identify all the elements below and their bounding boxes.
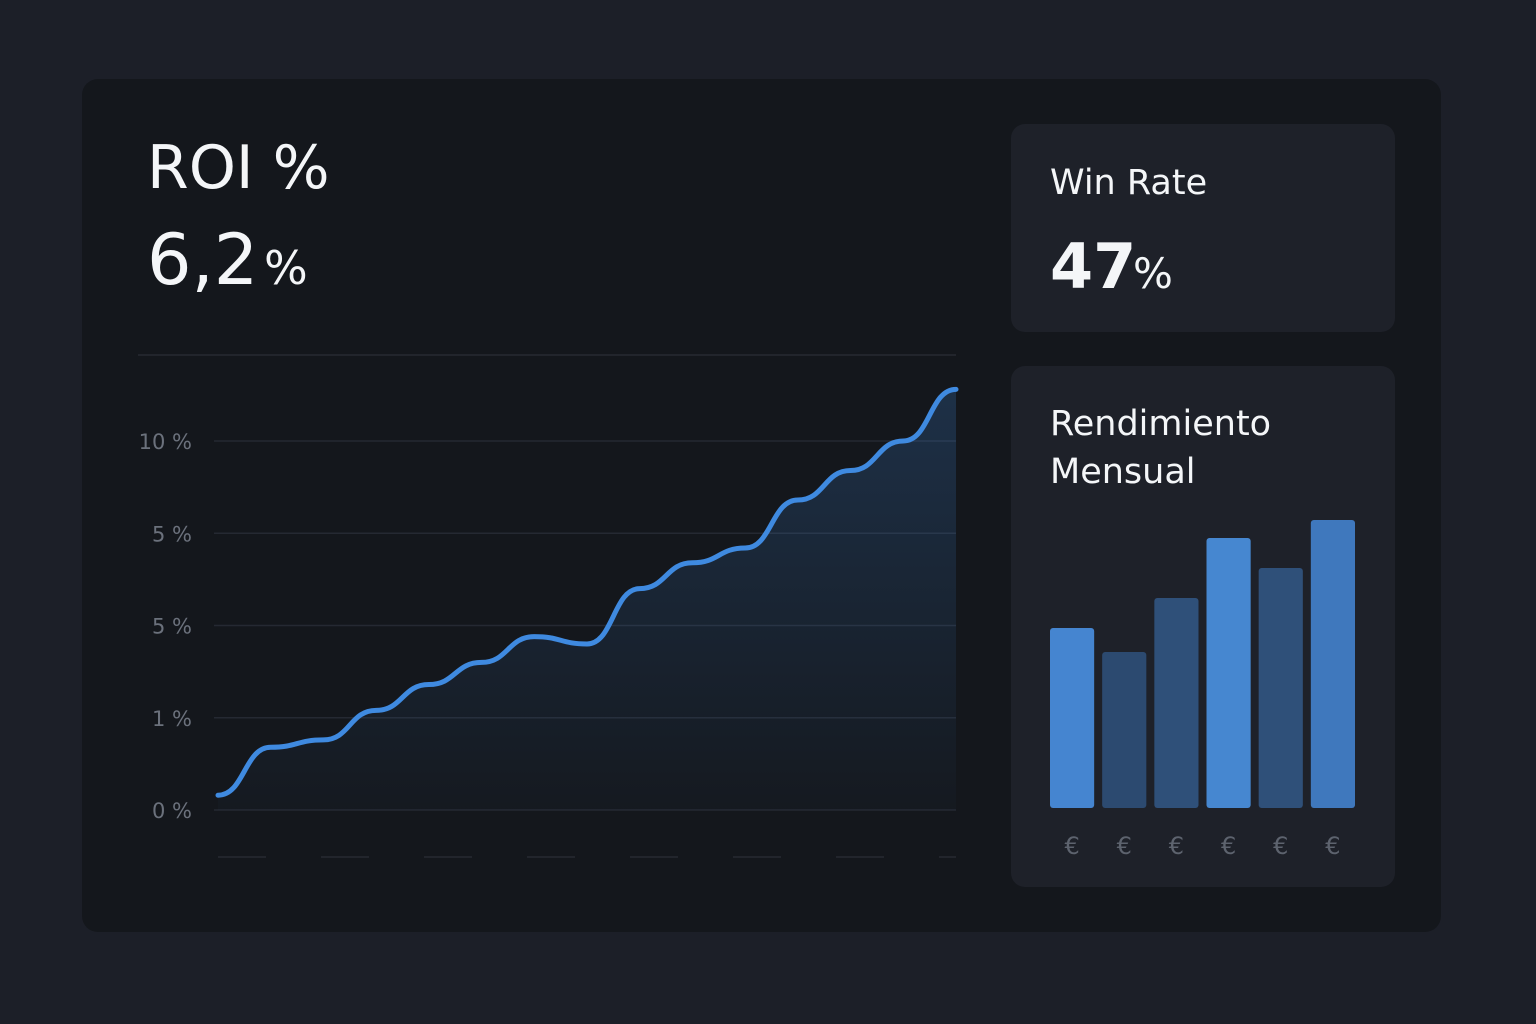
bar [1050,628,1095,808]
y-tick-label: 5 % [152,615,192,639]
bar [1310,520,1355,808]
x-tick-label: € [1325,832,1340,860]
x-tick-label: € [1169,832,1184,860]
bar [1258,568,1303,808]
win-rate-card [1011,124,1395,332]
line [215,386,959,798]
win-rate-value: 47 [1050,230,1136,303]
bar-chart-title: Rendimiento Mensual [1050,404,1271,492]
y-tick-label: 1 % [152,707,192,731]
title-line: Rendimiento [1050,404,1271,444]
roi-value: 6,2 [147,219,258,301]
x-tick-label: € [1221,832,1236,860]
x-tick-label: € [1273,832,1288,860]
title-line: Mensual [1050,452,1196,492]
roi-unit: % [264,241,308,295]
line-chart: 10 % 5 % 5 % 1 % 0 % [139,386,959,823]
x-tick-label: € [1064,832,1079,860]
win-rate-title: Win Rate [1050,163,1207,203]
line-area [218,389,956,810]
y-tick-label: 5 % [152,522,192,546]
bar-chart: Rendimiento Mensual € € € € € € [1050,404,1355,860]
bar [1102,652,1147,808]
x-tick-label: € [1117,832,1132,860]
y-tick-label: 0 % [152,799,192,823]
bar [1206,538,1251,808]
bar [1154,598,1199,808]
roi-title: ROI % [147,133,330,203]
y-tick-label: 10 % [139,430,192,454]
win-rate-unit: % [1133,249,1173,298]
